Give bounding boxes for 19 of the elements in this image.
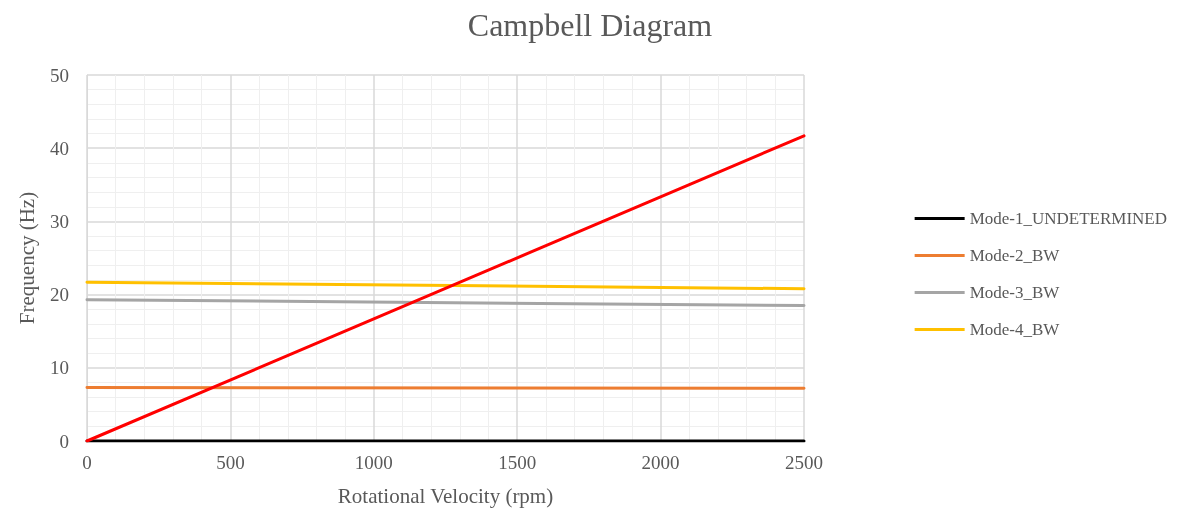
legend-label: Mode-1_UNDETERMINED	[969, 209, 1167, 228]
x-tick-label: 2000	[641, 452, 680, 473]
y-tick-label: 20	[50, 284, 69, 306]
legend-label: Mode-2_BW	[969, 246, 1061, 265]
x-axis-title: Rotational Velocity (rpm)	[337, 483, 554, 508]
x-tick-label: 500	[216, 452, 245, 473]
x-tick-label: 2500	[785, 452, 823, 473]
y-axis-title: Frequency (Hz)	[14, 191, 39, 325]
x-tick-label: 1000	[354, 452, 393, 473]
y-tick-label: 0	[59, 430, 69, 452]
x-tick-label: 1500	[498, 452, 537, 473]
y-tick-label: 10	[50, 357, 69, 379]
chart-title: Campbell Diagram	[467, 7, 713, 43]
y-tick-label: 40	[50, 137, 69, 159]
legend-label: Mode-4_BW	[969, 320, 1061, 339]
y-tick-label: 30	[50, 210, 69, 232]
y-tick-label: 50	[50, 64, 69, 86]
x-tick-label: 0	[82, 452, 92, 473]
legend-label: Mode-3_BW	[969, 283, 1061, 302]
